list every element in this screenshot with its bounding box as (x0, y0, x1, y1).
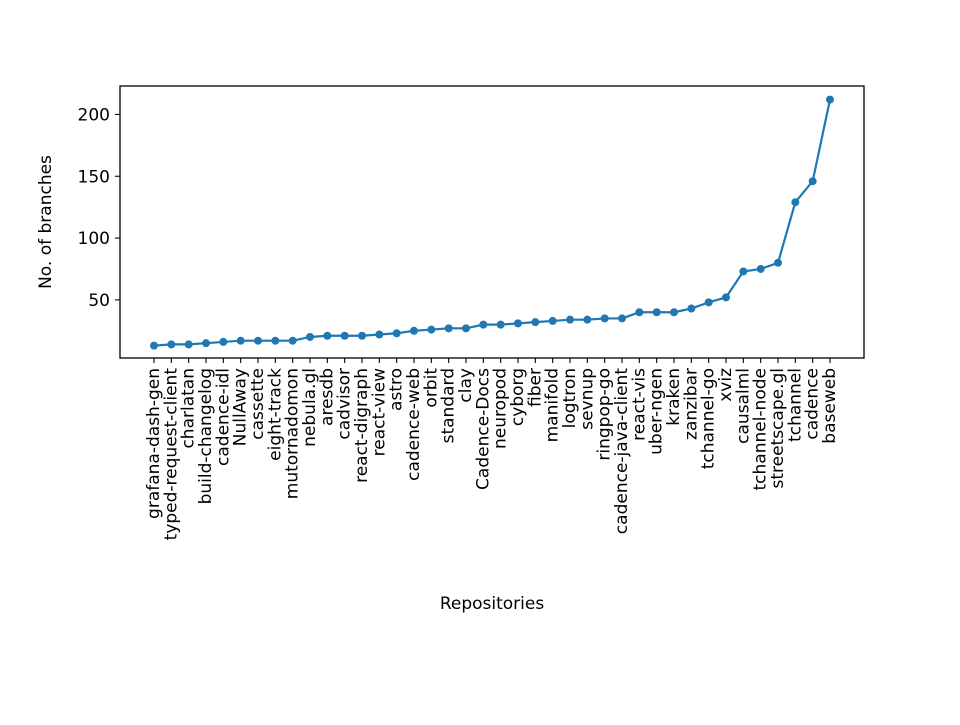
data-point (687, 304, 696, 313)
x-tick-label: cadvisor (335, 368, 355, 440)
data-point (323, 331, 332, 340)
data-point (444, 324, 453, 333)
data-point (479, 320, 488, 329)
data-point (652, 308, 661, 317)
x-tick-label: react-view (369, 368, 389, 456)
data-point (202, 339, 210, 348)
x-tick-label: neuropod (491, 368, 511, 449)
data-point (392, 329, 401, 338)
data-point (583, 315, 592, 324)
x-tick-label: react-digraph (352, 368, 372, 483)
data-point (462, 324, 470, 333)
x-tick-label: clay (456, 368, 476, 403)
x-tick-label: typed-request-client (161, 368, 181, 541)
x-tick-label: cadence-web (404, 368, 424, 481)
x-tick-label: Cadence-Docs (473, 368, 493, 490)
data-point (427, 325, 436, 334)
x-tick-label: causalml (733, 368, 753, 444)
x-tick-label: grafana-dash-gen (144, 368, 164, 519)
x-tick-label: orbit (421, 368, 441, 408)
data-point (791, 198, 800, 207)
data-point (184, 340, 193, 349)
series-line (153, 99, 832, 347)
x-axis-label: Repositories (440, 594, 545, 614)
y-axis-label: No. of branches (36, 155, 56, 289)
data-point (548, 316, 557, 325)
data-point (756, 264, 765, 273)
x-tick-label: eight-track (265, 368, 285, 461)
x-tick-label: charlatan (179, 368, 199, 449)
data-point (722, 293, 730, 302)
data-point (288, 336, 297, 345)
data-point (531, 318, 540, 327)
x-tick-label: astro (387, 368, 407, 411)
data-point (271, 336, 280, 345)
data-point (514, 319, 522, 328)
x-tick-label: streetscape.gl (768, 368, 788, 489)
data-point (826, 95, 834, 104)
data-point (375, 330, 384, 339)
data-point (618, 314, 626, 323)
x-tick-label: logtron (560, 368, 580, 428)
x-axis-ticks: grafana-dash-gentyped-request-clientchar… (144, 358, 840, 540)
data-point (358, 331, 366, 340)
x-tick-label: kraken (664, 368, 684, 426)
x-tick-label: mutornadomon (283, 368, 303, 499)
x-tick-label: nebula.gl (300, 368, 320, 447)
y-tick-label: 150 (78, 167, 110, 187)
y-axis-ticks: 50 100 150 200 (78, 105, 120, 311)
data-point (150, 341, 158, 350)
x-tick-label: baseweb (820, 368, 840, 444)
x-tick-label: manifold (543, 368, 563, 442)
x-tick-label: xviz (716, 368, 736, 402)
x-tick-label: NullAway (231, 368, 251, 446)
x-tick-label: sevnup (577, 368, 597, 430)
plot-area (120, 86, 864, 358)
data-point (167, 340, 176, 349)
data-point (808, 177, 817, 186)
x-tick-label: build-changelog (196, 368, 216, 504)
data-point (704, 298, 713, 307)
x-tick-label: fiber (525, 368, 545, 407)
data-point (219, 337, 228, 346)
data-point (254, 336, 262, 345)
y-tick-label: 200 (78, 105, 110, 125)
data-point (774, 258, 782, 267)
x-tick-label: cadence-idl (213, 368, 233, 466)
x-tick-label: tchannel (785, 368, 805, 442)
x-tick-label: react-vis (629, 368, 649, 441)
data-point (410, 326, 418, 335)
x-tick-label: cassette (248, 368, 268, 440)
data-point (340, 331, 349, 340)
data-point (566, 315, 574, 324)
x-tick-label: tchannel-node (751, 368, 771, 491)
data-point (306, 332, 314, 341)
plot-frame (119, 85, 865, 359)
x-tick-label: cadence-java-client (612, 368, 632, 535)
x-tick-label: zanzibar (681, 368, 701, 440)
y-tick-label: 100 (78, 229, 110, 249)
data-point (236, 336, 245, 345)
data-point (670, 308, 678, 317)
x-tick-label: aresdb (317, 368, 337, 426)
x-tick-label: ringpop-go (595, 368, 615, 461)
data-point (496, 320, 505, 329)
data-point (739, 267, 748, 276)
y-tick-label: 50 (88, 291, 110, 311)
x-tick-label: standard (439, 368, 459, 443)
series-points (150, 95, 834, 350)
x-tick-label: uber-ngen (647, 368, 667, 455)
x-tick-label: cadence (803, 368, 823, 440)
data-point (600, 314, 609, 323)
x-tick-label: tchannel-go (699, 368, 719, 469)
data-point (635, 308, 644, 317)
x-tick-label: cyborg (508, 368, 528, 426)
